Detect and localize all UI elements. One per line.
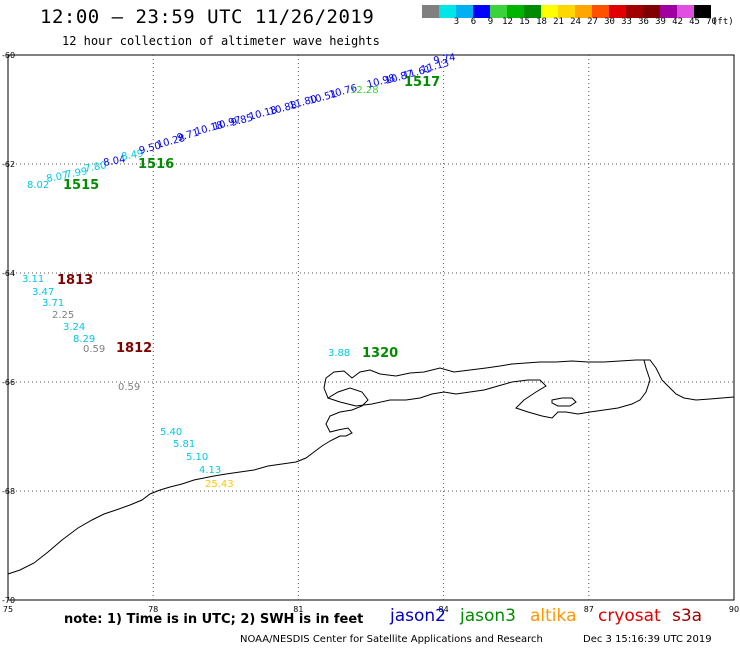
coastline-inland xyxy=(327,359,651,419)
lon-tick-label: 87 xyxy=(584,605,594,614)
wave-height-label: 0.59 xyxy=(118,382,140,393)
legend-tick-label: 36 xyxy=(638,17,649,27)
legend-swatch xyxy=(524,5,541,18)
wave-height-label: 3.47 xyxy=(32,287,54,298)
legend-swatch xyxy=(660,5,677,18)
legend-swatch xyxy=(541,5,558,18)
lon-tick-label: 84 xyxy=(439,605,449,614)
legend-tick-label: 39 xyxy=(655,17,666,27)
pass-id-label: 1812 xyxy=(116,341,152,356)
map-title: 12:00 – 23:59 UTC 11/26/2019 xyxy=(40,6,375,28)
wave-height-label: 3.71 xyxy=(42,298,64,309)
lon-tick-label: 81 xyxy=(293,605,303,614)
wave-height-label: 0.59 xyxy=(83,344,105,355)
wave-height-label: 8.07 xyxy=(46,170,70,185)
satellite-label-altika: altika xyxy=(530,606,577,626)
pass-id-label: 1813 xyxy=(57,273,93,288)
legend-tick-label: 30 xyxy=(604,17,615,27)
legend-swatch xyxy=(677,5,694,18)
wave-height-label: 8.29 xyxy=(73,334,95,345)
legend-swatch xyxy=(626,5,643,18)
legend-tick-label: 24 xyxy=(570,17,581,27)
legend-tick-label: 9 xyxy=(487,17,494,27)
legend-tick-label: 15 xyxy=(519,17,530,27)
observation-labels: 8.028.077.997.808.048.499.5010.289.7110.… xyxy=(22,52,456,490)
legend-tick-label: 21 xyxy=(553,17,564,27)
lat-tick-label: -68 xyxy=(2,487,15,496)
legend-swatch xyxy=(609,5,626,18)
legend-swatch xyxy=(473,5,490,18)
legend-unit: (ft) xyxy=(712,17,734,27)
legend-tick-label: 33 xyxy=(621,17,632,27)
lat-tick-label: -64 xyxy=(2,269,15,278)
pass-id-label: 1516 xyxy=(138,157,174,172)
lon-tick-label: 78 xyxy=(148,605,158,614)
pass-id-label: 1515 xyxy=(63,178,99,193)
legend-swatch xyxy=(439,5,456,18)
legend-swatch xyxy=(558,5,575,18)
legend-swatch xyxy=(575,5,592,18)
legend-tick-label: 6 xyxy=(470,17,477,27)
pass-id-label: 1517 xyxy=(404,75,440,90)
coastline xyxy=(7,359,735,575)
wave-height-label: 5.81 xyxy=(173,439,195,450)
wave-height-label: 4.13 xyxy=(199,465,221,476)
wave-height-label: 2.25 xyxy=(52,310,74,321)
lat-tick-label: -70 xyxy=(2,596,15,605)
wave-height-label: 7.99 xyxy=(65,166,89,181)
island xyxy=(551,397,577,407)
wave-height-label: 8.49 xyxy=(121,148,145,163)
wave-height-label: 8.02 xyxy=(27,180,49,191)
wave-height-label: 8.04 xyxy=(103,154,127,169)
map-grid xyxy=(8,55,734,600)
lon-tick-label: 90 xyxy=(729,605,739,614)
pass-id-label: 1320 xyxy=(362,346,398,361)
wave-height-label: 9.74 xyxy=(433,52,457,67)
legend-tick-label: 12 xyxy=(502,17,513,27)
map-tick-labels: 75 78 81 84 87 90 -60 -62 -64 -66 -68 -70 xyxy=(2,51,739,614)
map-subtitle: 12 hour collection of altimeter wave hei… xyxy=(62,34,380,48)
wave-height-label: 3.88 xyxy=(328,348,350,359)
legend-swatch xyxy=(592,5,609,18)
map-frame xyxy=(7,54,735,601)
satellite-label-jason2: jason2 xyxy=(390,606,446,626)
wave-height-label: 3.11 xyxy=(22,274,44,285)
lat-tick-label: -60 xyxy=(2,51,15,60)
satellite-label-cryosat: cryosat xyxy=(598,606,661,626)
wave-height-label: 5.10 xyxy=(186,452,208,463)
pass-labels: 1515 1516 1517 1813 1812 1320 xyxy=(57,75,440,361)
wave-height-label: 25.43 xyxy=(205,479,234,490)
lat-tick-label: -66 xyxy=(2,378,15,387)
legend-tick-label: 27 xyxy=(587,17,598,27)
wave-height-label: 7.80 xyxy=(84,160,108,175)
legend-swatch xyxy=(422,5,439,18)
legend-tick-label: 3 xyxy=(453,17,460,27)
wave-height-label: 5.40 xyxy=(160,427,182,438)
color-scale-legend xyxy=(422,5,711,18)
legend-swatch xyxy=(507,5,524,18)
legend-swatch xyxy=(694,5,711,18)
satellite-label-jason3: jason3 xyxy=(460,606,516,626)
legend-tick-label: 42 xyxy=(672,17,683,27)
legend-tick-label: 70 xyxy=(706,17,717,27)
lon-tick-label: 75 xyxy=(3,605,13,614)
generation-timestamp: Dec 3 15:16:39 UTC 2019 xyxy=(583,634,712,645)
legend-swatch xyxy=(643,5,660,18)
wave-height-label: 3.24 xyxy=(63,322,85,333)
legend-tick-label: 18 xyxy=(536,17,547,27)
satellite-label-s3a: s3a xyxy=(672,606,703,626)
legend-swatch xyxy=(456,5,473,18)
credit-line: NOAA/NESDIS Center for Satellite Applica… xyxy=(240,634,543,645)
footnote: note: 1) Time is in UTC; 2) SWH is in fe… xyxy=(64,612,364,627)
wave-height-label: 12.28 xyxy=(350,85,379,96)
lat-tick-label: -62 xyxy=(2,160,15,169)
legend-swatch xyxy=(490,5,507,18)
legend-tick-label: 45 xyxy=(689,17,700,27)
